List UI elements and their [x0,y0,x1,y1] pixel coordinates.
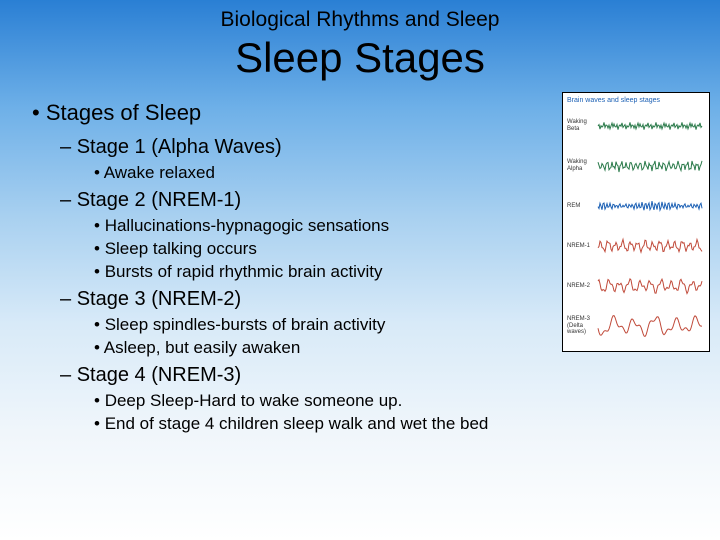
wave-svg [595,189,705,223]
brainwave-figure: Brain waves and sleep stages Waking Beta… [562,92,710,352]
wave-label: Waking Alpha [567,159,595,172]
stage-4-point-b: End of stage 4 children sleep walk and w… [94,414,550,434]
stage-1-label: Stage 1 (Alpha Waves) [60,136,550,159]
wave-svg [595,309,705,343]
stage-4-label: Stage 4 (NREM-3) [60,364,550,387]
wave-label: NREM-1 [567,243,595,250]
slide: Biological Rhythms and Sleep Sleep Stage… [0,0,720,540]
stage-4-point-a: Deep Sleep-Hard to wake someone up. [94,391,550,411]
wave-svg [595,109,705,143]
wave-svg [595,269,705,303]
stage-1-point-a: Awake relaxed [94,163,550,183]
stage-3-point-a: Sleep spindles-bursts of brain activity [94,315,550,335]
stage-2-label: Stage 2 (NREM-1) [60,189,550,212]
wave-row: Waking Beta [567,107,705,145]
wave-row: NREM-2 [567,267,705,305]
stage-2-point-b: Sleep talking occurs [94,239,550,259]
wave-label: REM [567,203,595,210]
wave-row: Waking Alpha [567,147,705,185]
wave-svg [595,229,705,263]
stage-3-point-b: Asleep, but easily awaken [94,338,550,358]
wave-row: REM [567,187,705,225]
wave-label: Waking Beta [567,119,595,132]
wave-row: NREM-3 (Delta waves) [567,307,705,345]
wave-svg [595,149,705,183]
stage-3-label: Stage 3 (NREM-2) [60,288,550,311]
wave-label: NREM-2 [567,283,595,290]
wave-row: NREM-1 [567,227,705,265]
stage-2-point-c: Bursts of rapid rhythmic brain activity [94,262,550,282]
slide-title: Sleep Stages [0,34,720,82]
heading-stages-of-sleep: Stages of Sleep [32,100,550,126]
stage-2-point-a: Hallucinations-hypnagogic sensations [94,216,550,236]
figure-title: Brain waves and sleep stages [567,97,705,104]
wave-label: NREM-3 (Delta waves) [567,316,595,336]
preheader: Biological Rhythms and Sleep [0,8,720,32]
